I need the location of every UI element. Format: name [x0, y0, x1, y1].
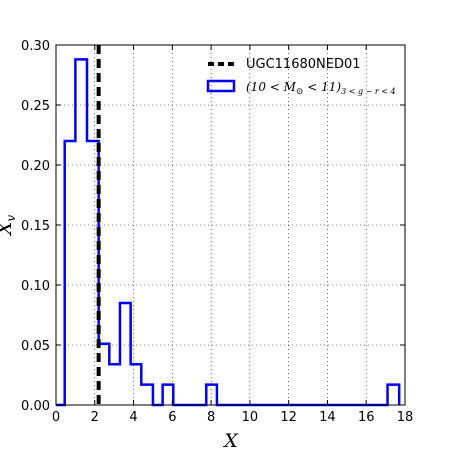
- y-tick-label: 0.10: [21, 279, 50, 294]
- x-axis-label: X: [222, 430, 239, 450]
- x-tick-label: 10: [242, 410, 259, 425]
- y-ticks: 0.00 0.05 0.10 0.15 0.20 0.25 0.30: [21, 39, 405, 414]
- y-tick-label: 0.30: [21, 39, 50, 54]
- grid: [56, 45, 405, 405]
- y-tick-label: 0.15: [21, 219, 50, 234]
- x-ticks: 0 2 4 6 8 10 12 14 16 18: [52, 45, 413, 425]
- x-tick-label: 8: [207, 410, 215, 425]
- legend-hist-label-mid: < 11): [303, 80, 341, 94]
- y-axis-label: Xv: [0, 215, 18, 238]
- legend-hist-label-sub2: 3 < g − r < 4: [341, 87, 396, 96]
- legend-reference-label: UGC11680NED01: [246, 57, 361, 72]
- y-tick-label: 0.05: [21, 339, 50, 354]
- x-tick-label: 6: [168, 410, 176, 425]
- x-tick-label: 18: [397, 410, 414, 425]
- x-tick-label: 14: [319, 410, 336, 425]
- x-tick-label: 16: [358, 410, 375, 425]
- x-tick-label: 12: [280, 410, 297, 425]
- y-tick-label: 0.00: [21, 399, 50, 414]
- x-tick-label: 4: [129, 410, 137, 425]
- legend-hist-label-sub1: ⊙: [296, 87, 304, 97]
- y-tick-label: 0.25: [21, 99, 50, 114]
- legend-hist-swatch: [206, 79, 236, 93]
- x-tick-label: 2: [91, 410, 99, 425]
- y-axis-label-subscript: v: [4, 215, 18, 222]
- x-tick-label: 0: [52, 410, 60, 425]
- y-tick-label: 0.20: [21, 159, 50, 174]
